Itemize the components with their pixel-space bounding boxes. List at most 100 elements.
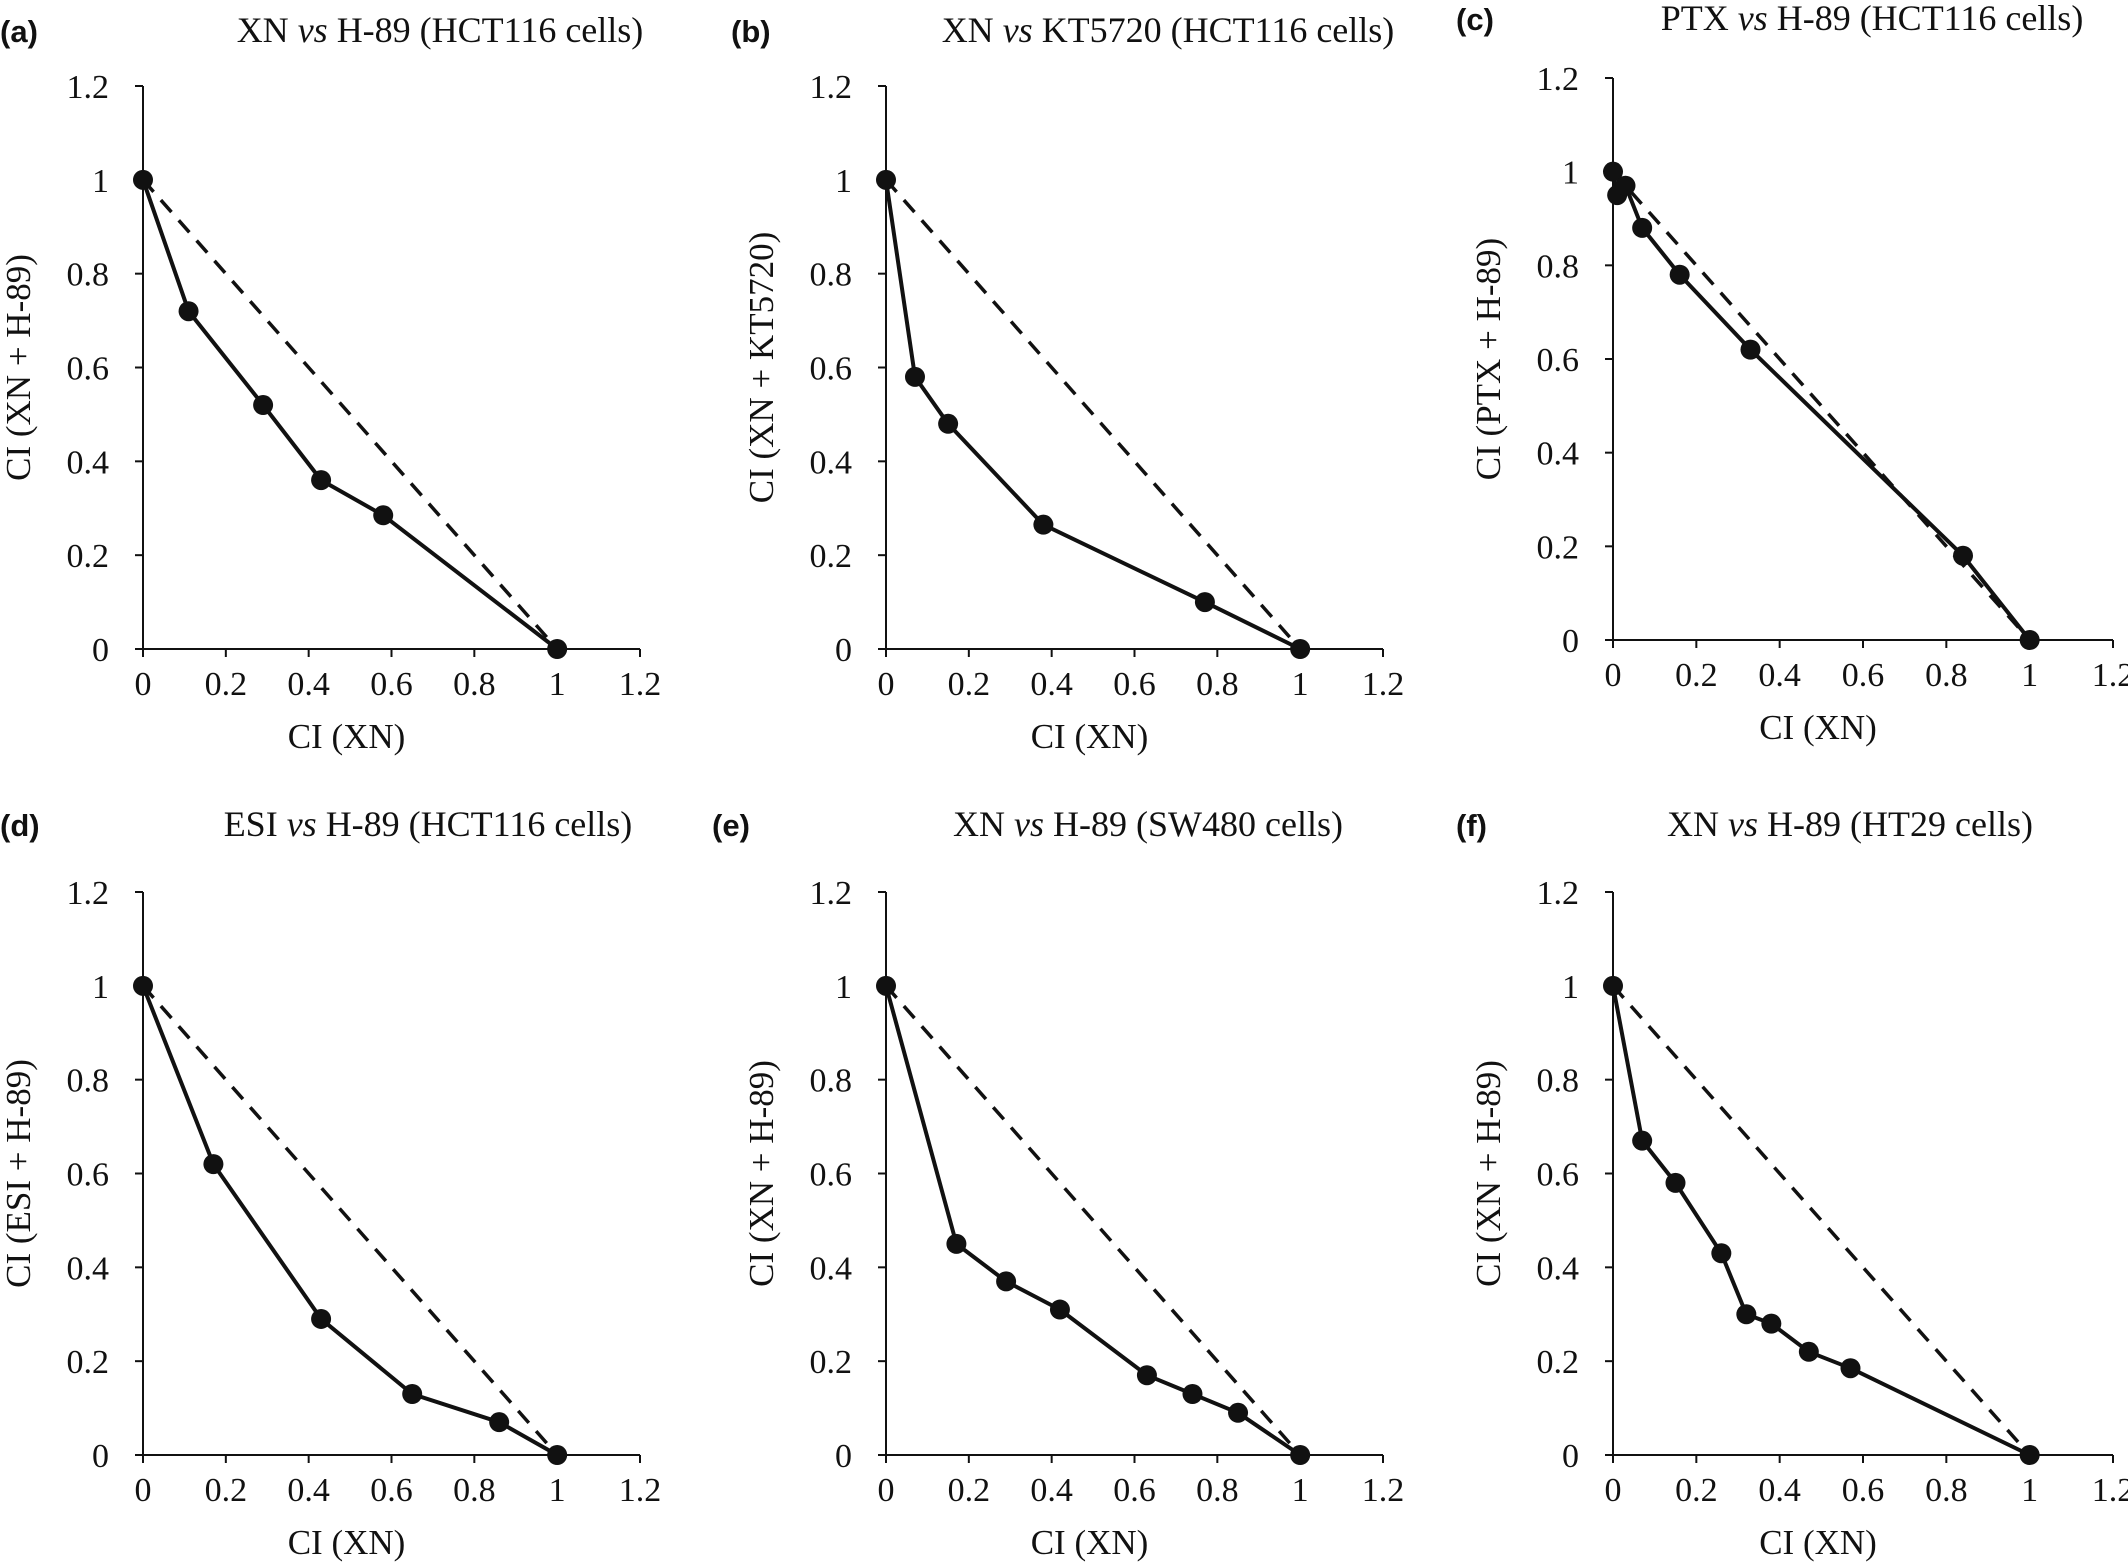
data-point	[203, 1154, 224, 1175]
data-point	[311, 470, 332, 491]
data-point	[1740, 339, 1761, 360]
panel-letter: (f)	[1456, 808, 1487, 843]
panel-title: PTX vs H-89 (HCT116 cells)	[1661, 0, 2084, 38]
data-point	[946, 1233, 967, 1254]
reference-dashed-line	[884, 178, 1302, 651]
data-point	[178, 301, 199, 322]
panel-title: XN vs H-89 (HCT116 cells)	[237, 10, 644, 50]
y-tick-label: 0.4	[810, 444, 853, 481]
x-tick-label: 0.8	[1925, 657, 1968, 694]
chart-panel-a: 0 0.2 0.4 0.6 0.8 1 1.2 0 0.2 0.4 0.6 0.8 1 1.2 CI (XN…	[0, 10, 661, 756]
data-point	[1736, 1304, 1757, 1325]
chart-panel-e: 0 0.2 0.4 0.6 0.8 1 1.2 0 0.2 0.4 0.6 0.8 1 1.2 CI (XN…	[712, 804, 1404, 1562]
x-tick-label: 0.6	[1113, 1472, 1156, 1509]
chart-panel-c: 0 0.2 0.4 0.6 0.8 1 1.2 0 0.2 0.4 0.6 0.8 1 1.2 CI (XN…	[1456, 0, 2128, 747]
y-tick-label: 0.2	[810, 1344, 853, 1381]
y-tick-label: 0	[1562, 1438, 1579, 1475]
data-point	[1290, 1445, 1311, 1465]
data-point	[1136, 1365, 1157, 1386]
x-tick-label: 0.8	[1196, 1472, 1239, 1509]
x-tick-label: 0.2	[1675, 1472, 1718, 1509]
x-tick-label: 0	[135, 1472, 152, 1509]
y-tick-label: 0.6	[67, 351, 110, 388]
data-point	[876, 975, 896, 996]
x-tick-label: 1.2	[2092, 1472, 2128, 1509]
x-axis-title: CI (XN)	[288, 717, 406, 756]
data-point	[904, 366, 925, 387]
y-tick-label: 1.2	[1537, 875, 1580, 912]
data-point	[1798, 1341, 1819, 1362]
reference-dashed-line	[141, 984, 559, 1457]
data-point	[311, 1308, 332, 1329]
y-tick-label: 1	[835, 163, 852, 200]
data-point	[2019, 630, 2040, 650]
x-tick-label: 0	[1605, 1472, 1622, 1509]
x-tick-label: 0.4	[1758, 1472, 1801, 1509]
panel-letter: (b)	[731, 14, 771, 49]
x-tick-label: 0.8	[1196, 666, 1239, 703]
panel-title: XN vs H-89 (SW480 cells)	[953, 804, 1343, 844]
y-tick-label: 0	[835, 632, 852, 669]
x-tick-label: 0.2	[1675, 657, 1718, 694]
data-point	[1761, 1313, 1782, 1334]
data-point	[133, 169, 153, 190]
data-point	[1049, 1299, 1070, 1320]
x-tick-label: 0.2	[205, 1472, 248, 1509]
reference-dashed-line	[1611, 170, 2031, 642]
data-point	[1840, 1358, 1861, 1379]
x-tick-label: 0.6	[370, 1472, 413, 1509]
y-tick-label: 0.6	[1537, 342, 1580, 379]
y-axis-title: CI (PTX + H-89)	[1469, 238, 1508, 480]
x-tick-label: 0.8	[453, 666, 496, 703]
panel-letter: (c)	[1456, 2, 1494, 37]
x-tick-label: 0	[878, 1472, 895, 1509]
x-tick-label: 0.4	[1030, 666, 1073, 703]
x-tick-label: 1	[549, 666, 566, 703]
y-tick-label: 0.8	[1537, 1063, 1580, 1100]
data-point	[1669, 264, 1690, 285]
x-tick-label: 1	[1292, 1472, 1309, 1509]
y-tick-label: 0.4	[1537, 436, 1580, 473]
x-tick-label: 0.2	[948, 666, 991, 703]
x-axis-title: CI (XN)	[1031, 717, 1149, 756]
chart-panel-b: 0 0.2 0.4 0.6 0.8 1 1.2 0 0.2 0.4 0.6 0.8 1 1.2 CI (XN…	[731, 10, 1404, 756]
data-point	[1665, 1172, 1686, 1193]
chart-panel-d: 0 0.2 0.4 0.6 0.8 1 1.2 0 0.2 0.4 0.6 0.8 1 1.2 CI (XN…	[0, 804, 661, 1562]
x-tick-label: 0	[878, 666, 895, 703]
data-point	[1632, 1130, 1653, 1151]
reference-dashed-line	[141, 178, 559, 651]
x-tick-label: 0.8	[1925, 1472, 1968, 1509]
y-axis-title: CI (XN + H-89)	[1469, 1060, 1508, 1287]
y-tick-label: 0.2	[67, 538, 110, 575]
y-tick-label: 1.2	[67, 69, 110, 106]
y-tick-label: 0	[835, 1438, 852, 1475]
y-tick-label: 0.8	[67, 257, 110, 294]
x-tick-label: 1.2	[619, 666, 662, 703]
x-tick-label: 1	[2021, 657, 2038, 694]
panel-title: ESI vs H-89 (HCT116 cells)	[224, 804, 633, 844]
data-point	[1194, 592, 1215, 613]
data-point	[1228, 1402, 1249, 1423]
data-point	[1603, 161, 1623, 182]
y-tick-label: 1	[1562, 155, 1579, 192]
data-point	[1603, 975, 1623, 996]
y-tick-label: 0.4	[67, 444, 110, 481]
data-point	[133, 975, 153, 996]
y-tick-label: 0	[92, 632, 109, 669]
x-axis-title: CI (XN)	[1759, 1523, 1877, 1562]
data-point	[996, 1271, 1017, 1292]
x-tick-label: 0.6	[1842, 657, 1885, 694]
y-tick-label: 1.2	[67, 875, 110, 912]
y-tick-label: 0.2	[67, 1344, 110, 1381]
x-tick-label: 1	[549, 1472, 566, 1509]
y-tick-label: 0.4	[810, 1250, 853, 1287]
x-tick-label: 0.4	[1758, 657, 1801, 694]
x-tick-label: 0.4	[287, 1472, 330, 1509]
x-tick-label: 0.4	[1030, 1472, 1073, 1509]
panel-letter: (e)	[712, 808, 750, 843]
data-point	[547, 1445, 568, 1465]
x-tick-label: 1	[1292, 666, 1309, 703]
data-point	[253, 395, 274, 416]
panel-letter: (a)	[0, 14, 38, 49]
